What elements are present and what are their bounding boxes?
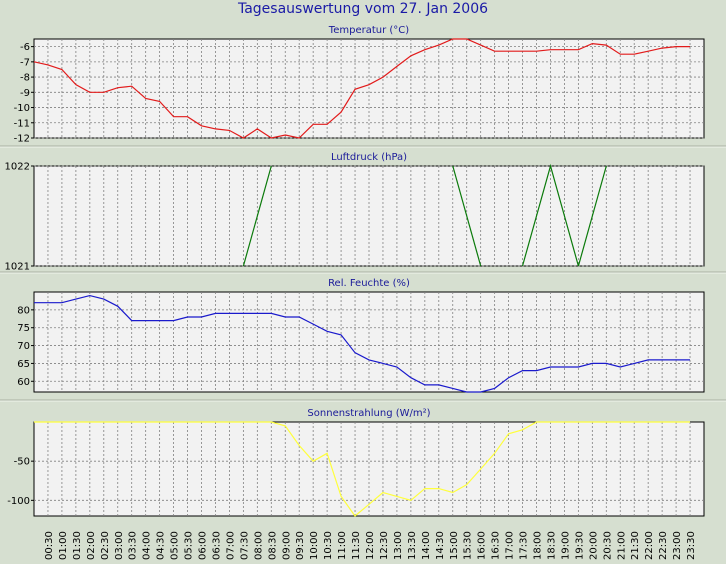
x-tick-label: 16:30 <box>491 531 502 560</box>
x-tick-label: 04:00 <box>142 531 153 560</box>
x-tick-label: 01:30 <box>72 531 83 560</box>
x-tick-label: 12:30 <box>379 531 390 560</box>
y-tick-label: 70 <box>17 341 30 352</box>
x-tick-label: 21:00 <box>616 531 627 560</box>
x-tick-label: 19:30 <box>574 531 585 560</box>
y-tick-label: 1021 <box>5 262 30 273</box>
x-tick-label: 13:30 <box>407 531 418 560</box>
x-tick-label: 02:00 <box>86 531 97 560</box>
x-tick-label: 05:00 <box>170 531 181 560</box>
x-tick-label: 06:00 <box>198 531 209 560</box>
x-tick-label: 04:30 <box>156 531 167 560</box>
plot-area-4 <box>33 421 705 517</box>
series-line-3 <box>34 294 690 393</box>
y-tick-label: 65 <box>17 359 30 370</box>
x-tick-label: 18:30 <box>546 531 557 560</box>
y-tick-label: -50 <box>14 457 30 468</box>
x-tick-label: 13:00 <box>393 531 404 560</box>
y-tick-label: -11 <box>14 118 30 129</box>
x-tick-label: 15:00 <box>449 531 460 560</box>
x-tick-label: 12:00 <box>365 531 376 560</box>
y-tick-label: -12 <box>14 134 30 145</box>
x-tick-label: 14:00 <box>421 531 432 560</box>
x-tick-label: 07:30 <box>239 531 250 560</box>
x-tick-label: 06:30 <box>211 531 222 560</box>
panel-title-2: Luftdruck (hPa) <box>331 152 407 163</box>
x-tick-label: 20:30 <box>602 531 613 560</box>
x-tick-label: 03:30 <box>128 531 139 560</box>
x-tick-label: 10:00 <box>309 531 320 560</box>
x-tick-label: 20:00 <box>588 531 599 560</box>
y-tick-label: -6 <box>20 42 30 53</box>
x-tick-label: 21:30 <box>630 531 641 560</box>
x-tick-label: 09:30 <box>295 531 306 560</box>
x-tick-label: 08:00 <box>253 531 264 560</box>
y-tick-label: -100 <box>7 496 30 507</box>
x-tick-label: 01:00 <box>58 531 69 560</box>
series-line-pressure-segment <box>521 163 579 267</box>
y-tick-label: 1022 <box>5 162 30 173</box>
panel-title-1: Temperatur (°C) <box>328 25 409 36</box>
y-tick-label: 80 <box>17 305 30 316</box>
x-tick-label: 08:30 <box>267 531 278 560</box>
panel-title-3: Rel. Feuchte (%) <box>328 278 410 289</box>
y-tick-label: -7 <box>20 57 30 68</box>
x-tick-label: 18:00 <box>533 531 544 560</box>
panel-title-4: Sonnenstrahlung (W/m²) <box>307 408 430 419</box>
x-tick-label: 10:30 <box>323 531 334 560</box>
x-tick-label: 23:30 <box>686 531 697 560</box>
x-tick-label: 15:30 <box>463 531 474 560</box>
y-tick-label: 75 <box>17 323 30 334</box>
y-tick-label: 60 <box>17 377 30 388</box>
series-line-pressure-segment <box>577 165 607 267</box>
x-tick-label: 11:30 <box>351 531 362 560</box>
series-line-pressure-segment <box>452 165 482 267</box>
x-tick-label: 17:00 <box>505 531 516 560</box>
x-tick-label: 09:00 <box>281 531 292 560</box>
x-tick-label: 16:00 <box>477 531 488 560</box>
page-title: Tagesauswertung vom 27. Jan 2006 <box>237 1 489 17</box>
x-tick-label: 23:00 <box>672 531 683 560</box>
y-tick-label: -9 <box>20 88 30 99</box>
series-line-1 <box>33 38 690 139</box>
x-tick-label: 03:00 <box>114 531 125 560</box>
x-tick-label: 22:00 <box>644 531 655 560</box>
x-tick-label: 07:00 <box>225 531 236 560</box>
x-tick-label: 11:00 <box>337 531 348 560</box>
x-tick-label: 02:30 <box>100 531 111 560</box>
x-tick-label: 00:30 <box>44 531 55 560</box>
x-tick-label: 19:00 <box>560 531 571 560</box>
x-tick-label: 22:30 <box>658 531 669 560</box>
x-tick-label: 17:30 <box>519 531 530 560</box>
x-tick-label: 05:30 <box>184 531 195 560</box>
y-tick-label: -8 <box>20 73 30 84</box>
x-tick-label: 14:30 <box>435 531 446 560</box>
series-line-pressure-segment <box>242 165 272 267</box>
series-line-4 <box>34 421 690 517</box>
y-tick-label: -10 <box>14 103 30 114</box>
